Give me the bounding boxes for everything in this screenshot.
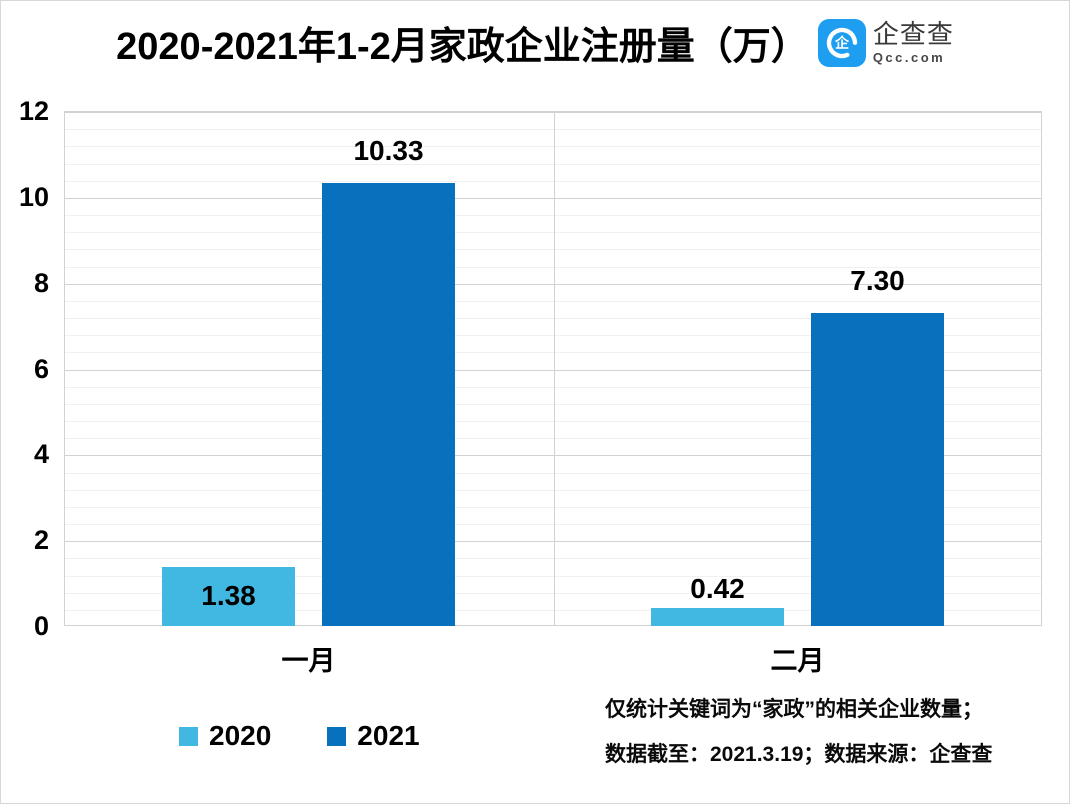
bar-2020-二月: [651, 607, 784, 626]
bar-2021-二月: [811, 312, 944, 626]
legend: 2020 2021: [179, 722, 420, 750]
gridline-minor: [65, 386, 1041, 388]
gridline-minor: [65, 335, 1041, 337]
gridline-minor: [65, 592, 1041, 594]
footnote: 仅统计关键词为“家政”的相关企业数量； 数据截至：2021.3.19；数据来源：…: [605, 687, 992, 777]
y-tick-label: 6: [33, 353, 49, 384]
y-tick-label: 4: [33, 439, 49, 470]
bar-value-label: 1.38: [201, 580, 256, 612]
gridline-minor: [65, 232, 1041, 234]
y-tick-label: 10: [18, 181, 49, 212]
gridline-minor: [65, 506, 1041, 508]
x-tick-label: 二月: [770, 646, 825, 676]
legend-item-2021: 2021: [327, 720, 420, 751]
gridline-minor: [65, 524, 1041, 525]
gridline-major: [65, 283, 1041, 285]
gridline-minor: [65, 558, 1041, 560]
chart-title: 2020-2021年1-2月家政企业注册量（万）: [116, 26, 809, 68]
gridline-major: [65, 112, 1041, 113]
category-divider: [554, 112, 555, 625]
bar-2020-一月: [162, 566, 295, 626]
qcc-logo: 企 企查查 Qcc.com: [817, 18, 954, 67]
legend-swatch-2020: [179, 726, 198, 746]
bar-2021-一月: [322, 182, 455, 626]
title-row: 2020-2021年1-2月家政企业注册量（万） 企 企查查 Qcc.com: [1, 15, 1069, 70]
footnote-line-1: 仅统计关键词为“家政”的相关企业数量；: [605, 698, 983, 721]
qcc-logo-domain: Qcc.com: [872, 50, 946, 65]
y-tick-label: 12: [18, 96, 49, 126]
svg-text:企: 企: [834, 35, 850, 51]
gridline-major: [65, 369, 1041, 371]
gridline-minor: [65, 300, 1041, 302]
y-tick-label: 8: [33, 267, 49, 298]
gridline-minor: [65, 180, 1041, 182]
gridline-minor: [65, 318, 1041, 319]
gridline-minor: [65, 421, 1041, 422]
qcc-logo-name: 企查查: [872, 19, 954, 49]
x-tick-label: 一月: [281, 646, 336, 676]
gridline-minor: [65, 249, 1041, 251]
bar-value-label: 7.30: [850, 264, 905, 296]
legend-item-2020: 2020: [179, 722, 271, 750]
gridline-minor: [65, 352, 1041, 354]
gridline-minor: [65, 575, 1041, 577]
gridline-major: [65, 197, 1041, 199]
gridline-minor: [65, 472, 1041, 474]
gridline-minor: [65, 438, 1041, 440]
gridline-major: [65, 541, 1041, 543]
gridline-minor: [65, 609, 1041, 611]
gridline-major: [65, 455, 1041, 457]
legend-label-2020: 2020: [209, 720, 272, 751]
y-tick-label: 0: [33, 611, 49, 641]
bar-value-label: 0.42: [690, 572, 745, 604]
gridline-minor: [65, 215, 1041, 216]
y-tick-label: 2: [33, 525, 49, 556]
legend-swatch-2021: [327, 726, 347, 746]
gridline-minor: [65, 163, 1041, 165]
gridline-minor: [65, 146, 1041, 148]
qcc-logo-text: 企查查 Qcc.com: [873, 21, 954, 64]
legend-label-2021: 2021: [357, 720, 420, 751]
gridline-minor: [65, 129, 1041, 131]
qcc-logo-icon: 企: [817, 18, 866, 67]
bar-value-label: 10.33: [353, 134, 424, 166]
gridline-minor: [65, 489, 1041, 491]
gridline-minor: [65, 403, 1041, 405]
gridline-minor: [65, 266, 1041, 268]
footnote-line-2: 数据截至：2021.3.19；数据来源：企查查: [605, 743, 993, 766]
